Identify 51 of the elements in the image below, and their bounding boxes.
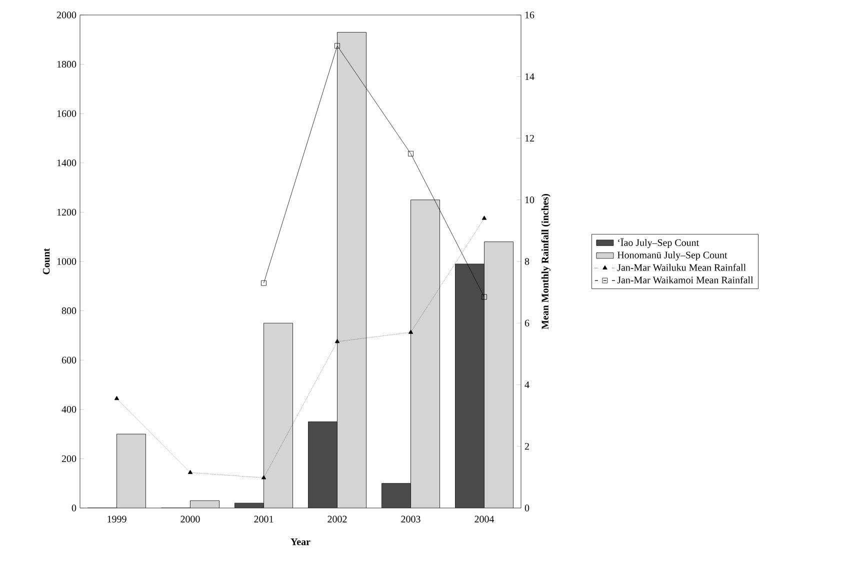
x-tick-label: 2002 <box>328 516 347 522</box>
x-tick-label: 2003 <box>401 516 420 522</box>
y-tick-label: 1000 <box>57 258 76 265</box>
bar <box>337 32 366 508</box>
y-tick-label: 400 <box>62 406 76 413</box>
y-tick-label: 1600 <box>57 110 76 117</box>
legend-label: ʻĪao July–Sep Count <box>618 238 699 248</box>
y-tick-label: 2000 <box>56 12 76 18</box>
y2-tick-label: 16 <box>525 12 534 18</box>
bar <box>410 200 440 508</box>
point <box>482 294 487 300</box>
point <box>408 150 414 156</box>
y2-tick-label: 14 <box>525 73 534 80</box>
y-tick-label: 800 <box>62 307 76 314</box>
y-tick-label: 600 <box>62 356 76 364</box>
y2-tick-label: 0 <box>524 504 530 512</box>
bar <box>484 242 514 508</box>
bar <box>455 264 484 508</box>
point <box>408 330 414 334</box>
point <box>261 280 266 286</box>
y2-tick-label: 4 <box>524 381 530 388</box>
legend-label: Honomanū July–Sep Count <box>617 251 728 260</box>
x-tick-label: 1999 <box>108 516 126 522</box>
point <box>114 396 120 400</box>
x-tick-label: 2004 <box>474 516 494 522</box>
x-tick-label: 2001 <box>254 516 274 522</box>
point <box>334 338 340 344</box>
bar <box>308 422 338 508</box>
y2-tick-label: 2 <box>524 443 529 450</box>
y2-tick-label: 6 <box>524 320 530 326</box>
y-tick-label: 1200 <box>57 208 76 216</box>
y-tick-label: 1800 <box>57 60 76 68</box>
y-tick-label: 0 <box>72 504 76 512</box>
x-tick-label: 2000 <box>180 516 200 522</box>
point <box>188 470 193 474</box>
x-axis-title: Year <box>290 538 310 546</box>
y2-tick-label: 8 <box>524 258 530 265</box>
bar <box>382 483 411 508</box>
legend-label: Jan-Mar Wailuku Mean Rainfall <box>617 264 746 271</box>
point <box>334 43 340 48</box>
point <box>261 475 266 480</box>
y2-tick-label: 12 <box>525 134 534 142</box>
bar <box>116 434 146 508</box>
y-tick-label: 200 <box>62 455 76 462</box>
legend-label: Jan-Mar Waikamoi Mean Rainfall <box>617 276 754 284</box>
y2-tick-label: 10 <box>525 196 534 204</box>
y2-axis-title: Mean Monthly Rainfall (inches) <box>541 194 550 330</box>
bar <box>264 323 293 508</box>
point <box>482 216 487 220</box>
y-axis-title: Count <box>43 248 50 274</box>
y-tick-label: 1400 <box>57 160 76 166</box>
